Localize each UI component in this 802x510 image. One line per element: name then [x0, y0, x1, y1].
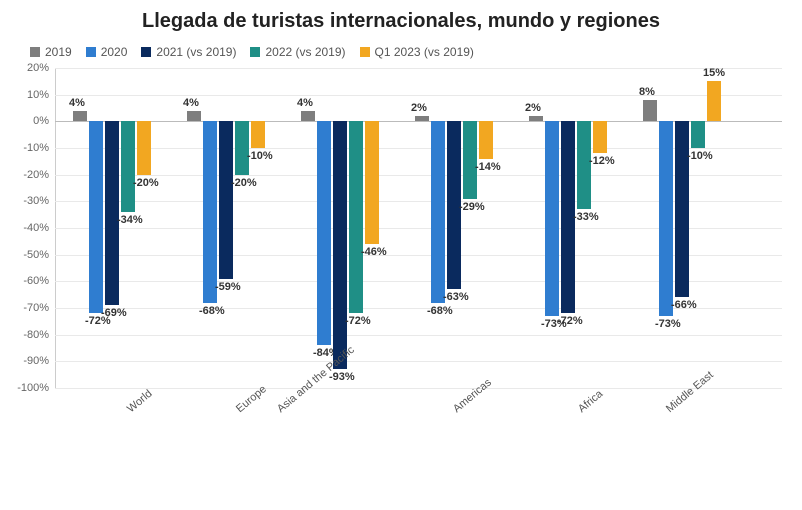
bar-value-label: 2% — [411, 102, 427, 114]
chart-title: Llegada de turistas internacionales, mun… — [0, 0, 802, 33]
bar — [317, 121, 331, 345]
legend-item: 2022 (vs 2019) — [250, 45, 345, 59]
legend-label: 2020 — [101, 45, 128, 59]
y-tick-label: -40% — [23, 222, 49, 234]
bar — [529, 116, 543, 121]
legend-label: 2019 — [45, 45, 72, 59]
bar — [691, 121, 705, 148]
bar-value-label: -73% — [655, 318, 681, 330]
legend-swatch — [141, 47, 151, 57]
y-tick-label: -30% — [23, 195, 49, 207]
legend: 2019 2020 2021 (vs 2019) 2022 (vs 2019) Q1 2… — [0, 45, 802, 59]
bar-value-label: -72% — [557, 315, 583, 327]
bar-value-label: -46% — [361, 246, 387, 258]
bar-value-label: 8% — [639, 86, 655, 98]
legend-label: 2021 (vs 2019) — [156, 45, 236, 59]
bar-value-label: 4% — [297, 97, 313, 109]
y-tick-label: 20% — [27, 62, 49, 74]
chart-area: 20%10%0%-10%-20%-30%-40%-50%-60%-70%-80%… — [0, 68, 802, 388]
bar-value-label: -68% — [427, 305, 453, 317]
bar-group: 4%-84%-93%-72%-46% — [301, 68, 379, 388]
bar — [593, 121, 607, 153]
bar-group: 4%-68%-59%-20%-10% — [187, 68, 265, 388]
plot-area: 4% -72% -69% -34% -20% 4% -68% -59% -20% -10% 4%-8… — [55, 68, 782, 388]
bar — [643, 100, 657, 121]
bar — [479, 121, 493, 158]
bar — [121, 121, 135, 212]
grid-line — [55, 388, 782, 389]
bar-value-label: 2% — [525, 102, 541, 114]
bar-value-label: -29% — [459, 201, 485, 213]
bar-value-label: -68% — [199, 305, 225, 317]
bar — [301, 111, 315, 122]
legend-item: 2019 — [30, 45, 72, 59]
bar — [431, 121, 445, 302]
x-axis-labels: WorldEuropeAsia and the PacificAmericasA… — [55, 406, 782, 506]
bar-value-label: -66% — [671, 299, 697, 311]
y-tick-label: -80% — [23, 329, 49, 341]
x-tick-label: Africa — [576, 388, 605, 415]
bar-group: 2%-68%-63%-29%-14% — [415, 68, 493, 388]
legend-swatch — [250, 47, 260, 57]
bar-group: 8%-73%-66%-10%15% — [643, 68, 721, 388]
bar-group: 4%-72%-69%-34%-20% — [73, 68, 151, 388]
bar-value-label: -34% — [117, 214, 143, 226]
legend-label: 2022 (vs 2019) — [265, 45, 345, 59]
bar — [333, 121, 347, 369]
bar-group: 2%-73%-72%-33%-12% — [529, 68, 607, 388]
bar-value-label: 4% — [69, 97, 85, 109]
bar — [251, 121, 265, 148]
bar — [365, 121, 379, 244]
bar-value-label: -59% — [215, 281, 241, 293]
legend-item: Q1 2023 (vs 2019) — [360, 45, 474, 59]
legend-item: 2021 (vs 2019) — [141, 45, 236, 59]
y-tick-label: -10% — [23, 142, 49, 154]
bar — [137, 121, 151, 174]
x-tick-label: World — [125, 388, 155, 416]
legend-item: 2020 — [86, 45, 128, 59]
bar — [89, 121, 103, 313]
y-tick-label: -20% — [23, 169, 49, 181]
bar-value-label: -72% — [345, 315, 371, 327]
y-axis: 20%10%0%-10%-20%-30%-40%-50%-60%-70%-80%… — [0, 68, 55, 388]
y-tick-label: 0% — [33, 115, 49, 127]
y-tick-label: -60% — [23, 275, 49, 287]
bar-value-label: -14% — [475, 161, 501, 173]
legend-label: Q1 2023 (vs 2019) — [375, 45, 474, 59]
bar-value-label: -63% — [443, 291, 469, 303]
bar — [349, 121, 363, 313]
bar-value-label: -20% — [231, 177, 257, 189]
y-tick-label: -90% — [23, 355, 49, 367]
y-tick-label: -100% — [17, 382, 49, 394]
bar-value-label: 4% — [183, 97, 199, 109]
bar — [675, 121, 689, 297]
bar-value-label: -10% — [687, 150, 713, 162]
bar — [235, 121, 249, 174]
bar — [219, 121, 233, 278]
bar — [659, 121, 673, 316]
bar — [203, 121, 217, 302]
legend-swatch — [360, 47, 370, 57]
bar-value-label: 15% — [703, 67, 725, 79]
bar-value-label: -20% — [133, 177, 159, 189]
bar-value-label: -10% — [247, 150, 273, 162]
bar-value-label: -12% — [589, 155, 615, 167]
bar-value-label: -33% — [573, 211, 599, 223]
y-tick-label: -50% — [23, 249, 49, 261]
bar — [415, 116, 429, 121]
legend-swatch — [86, 47, 96, 57]
bar — [187, 111, 201, 122]
y-tick-label: 10% — [27, 89, 49, 101]
y-tick-label: -70% — [23, 302, 49, 314]
bar — [545, 121, 559, 316]
bar-value-label: -69% — [101, 307, 127, 319]
bar — [73, 111, 87, 122]
legend-swatch — [30, 47, 40, 57]
bar — [707, 81, 721, 121]
